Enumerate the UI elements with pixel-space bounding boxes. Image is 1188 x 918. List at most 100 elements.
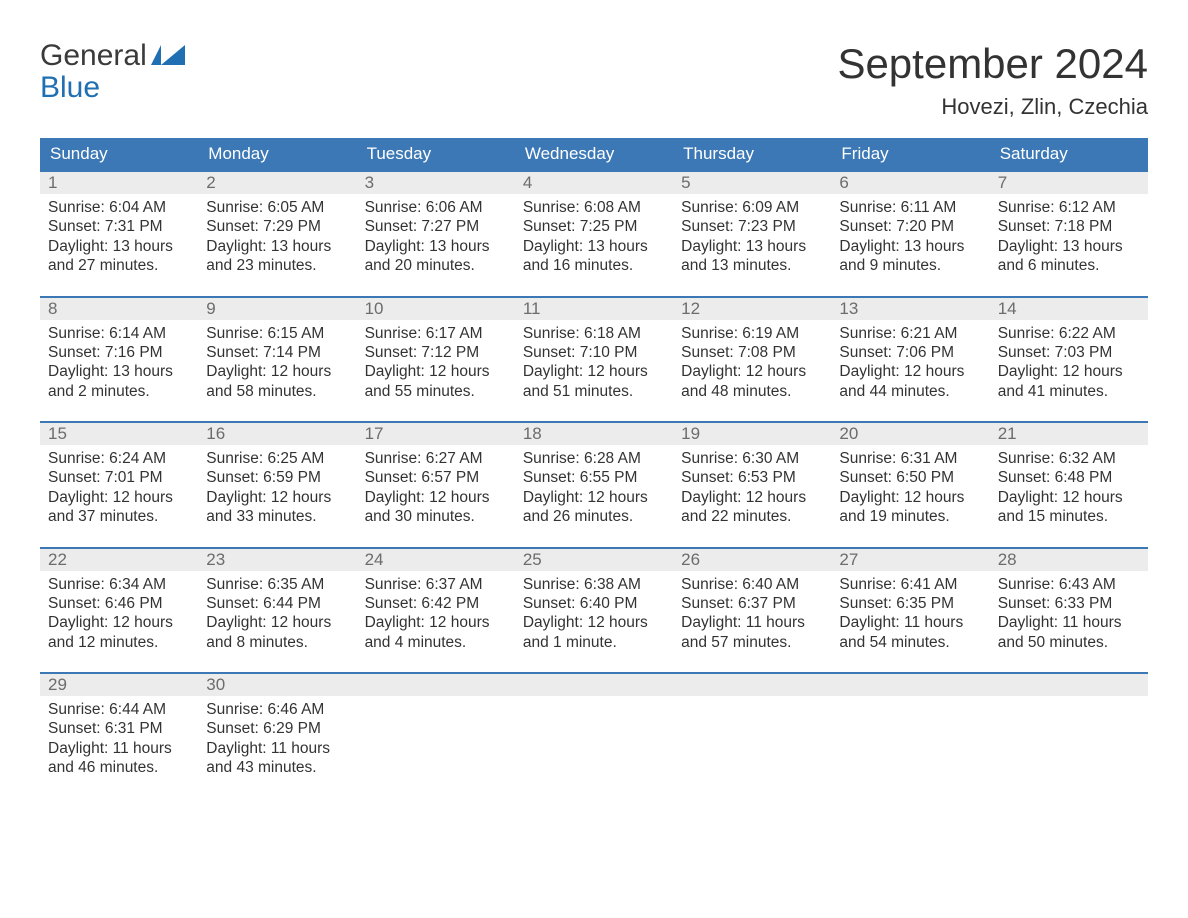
sunset-text: Sunset: 6:42 PM	[365, 594, 507, 613]
day-body: Sunrise: 6:44 AMSunset: 6:31 PMDaylight:…	[40, 696, 198, 784]
day-number: 18	[515, 423, 673, 445]
day-number: 17	[357, 423, 515, 445]
sunrise-text: Sunrise: 6:15 AM	[206, 324, 348, 343]
sunset-text: Sunset: 7:10 PM	[523, 343, 665, 362]
sunset-text: Sunset: 6:57 PM	[365, 468, 507, 487]
sunset-text: Sunset: 7:14 PM	[206, 343, 348, 362]
weeks-container: 1Sunrise: 6:04 AMSunset: 7:31 PMDaylight…	[40, 170, 1148, 784]
day-body: Sunrise: 6:31 AMSunset: 6:50 PMDaylight:…	[831, 445, 989, 533]
daylight-text: Daylight: 12 hours and 4 minutes.	[365, 613, 507, 652]
day-cell: 21Sunrise: 6:32 AMSunset: 6:48 PMDayligh…	[990, 423, 1148, 533]
sunset-text: Sunset: 6:31 PM	[48, 719, 190, 738]
weekday-header-row: SundayMondayTuesdayWednesdayThursdayFrid…	[40, 138, 1148, 170]
sunset-text: Sunset: 7:25 PM	[523, 217, 665, 236]
day-number: 4	[515, 172, 673, 194]
empty-day-band	[673, 674, 831, 696]
day-number: 19	[673, 423, 831, 445]
sunset-text: Sunset: 6:53 PM	[681, 468, 823, 487]
day-cell: 8Sunrise: 6:14 AMSunset: 7:16 PMDaylight…	[40, 298, 198, 408]
day-body: Sunrise: 6:40 AMSunset: 6:37 PMDaylight:…	[673, 571, 831, 659]
day-body: Sunrise: 6:28 AMSunset: 6:55 PMDaylight:…	[515, 445, 673, 533]
day-cell: 18Sunrise: 6:28 AMSunset: 6:55 PMDayligh…	[515, 423, 673, 533]
sunrise-text: Sunrise: 6:21 AM	[839, 324, 981, 343]
weekday-header: Wednesday	[515, 138, 673, 170]
daylight-text: Daylight: 13 hours and 13 minutes.	[681, 237, 823, 276]
day-cell: 1Sunrise: 6:04 AMSunset: 7:31 PMDaylight…	[40, 172, 198, 282]
week-row: 15Sunrise: 6:24 AMSunset: 7:01 PMDayligh…	[40, 421, 1148, 533]
day-cell: 30Sunrise: 6:46 AMSunset: 6:29 PMDayligh…	[198, 674, 356, 784]
day-body: Sunrise: 6:22 AMSunset: 7:03 PMDaylight:…	[990, 320, 1148, 408]
daylight-text: Daylight: 12 hours and 41 minutes.	[998, 362, 1140, 401]
logo-text-1: General	[40, 40, 147, 72]
sunset-text: Sunset: 6:48 PM	[998, 468, 1140, 487]
sunset-text: Sunset: 7:06 PM	[839, 343, 981, 362]
daylight-text: Daylight: 12 hours and 48 minutes.	[681, 362, 823, 401]
empty-day-band	[831, 674, 989, 696]
day-cell: 6Sunrise: 6:11 AMSunset: 7:20 PMDaylight…	[831, 172, 989, 282]
sunset-text: Sunset: 6:40 PM	[523, 594, 665, 613]
daylight-text: Daylight: 13 hours and 20 minutes.	[365, 237, 507, 276]
sunrise-text: Sunrise: 6:06 AM	[365, 198, 507, 217]
sunrise-text: Sunrise: 6:38 AM	[523, 575, 665, 594]
daylight-text: Daylight: 12 hours and 19 minutes.	[839, 488, 981, 527]
day-body: Sunrise: 6:12 AMSunset: 7:18 PMDaylight:…	[990, 194, 1148, 282]
day-number: 7	[990, 172, 1148, 194]
day-body: Sunrise: 6:46 AMSunset: 6:29 PMDaylight:…	[198, 696, 356, 784]
daylight-text: Daylight: 12 hours and 26 minutes.	[523, 488, 665, 527]
day-cell: 14Sunrise: 6:22 AMSunset: 7:03 PMDayligh…	[990, 298, 1148, 408]
day-cell: 28Sunrise: 6:43 AMSunset: 6:33 PMDayligh…	[990, 549, 1148, 659]
week-row: 8Sunrise: 6:14 AMSunset: 7:16 PMDaylight…	[40, 296, 1148, 408]
sunrise-text: Sunrise: 6:24 AM	[48, 449, 190, 468]
sunset-text: Sunset: 7:23 PM	[681, 217, 823, 236]
day-cell: 29Sunrise: 6:44 AMSunset: 6:31 PMDayligh…	[40, 674, 198, 784]
day-cell: 2Sunrise: 6:05 AMSunset: 7:29 PMDaylight…	[198, 172, 356, 282]
sunset-text: Sunset: 7:20 PM	[839, 217, 981, 236]
day-cell: 17Sunrise: 6:27 AMSunset: 6:57 PMDayligh…	[357, 423, 515, 533]
day-number: 27	[831, 549, 989, 571]
daylight-text: Daylight: 12 hours and 44 minutes.	[839, 362, 981, 401]
day-cell: 19Sunrise: 6:30 AMSunset: 6:53 PMDayligh…	[673, 423, 831, 533]
day-body: Sunrise: 6:25 AMSunset: 6:59 PMDaylight:…	[198, 445, 356, 533]
logo: General Blue	[40, 40, 185, 103]
day-body: Sunrise: 6:08 AMSunset: 7:25 PMDaylight:…	[515, 194, 673, 282]
day-cell	[831, 674, 989, 784]
sunset-text: Sunset: 7:31 PM	[48, 217, 190, 236]
day-body: Sunrise: 6:30 AMSunset: 6:53 PMDaylight:…	[673, 445, 831, 533]
day-number: 8	[40, 298, 198, 320]
day-number: 20	[831, 423, 989, 445]
sunrise-text: Sunrise: 6:04 AM	[48, 198, 190, 217]
day-number: 15	[40, 423, 198, 445]
weekday-header: Friday	[831, 138, 989, 170]
week-row: 1Sunrise: 6:04 AMSunset: 7:31 PMDaylight…	[40, 170, 1148, 282]
daylight-text: Daylight: 11 hours and 57 minutes.	[681, 613, 823, 652]
day-number: 29	[40, 674, 198, 696]
sunset-text: Sunset: 6:50 PM	[839, 468, 981, 487]
sunset-text: Sunset: 7:18 PM	[998, 217, 1140, 236]
sunrise-text: Sunrise: 6:31 AM	[839, 449, 981, 468]
sunset-text: Sunset: 7:29 PM	[206, 217, 348, 236]
day-number: 6	[831, 172, 989, 194]
daylight-text: Daylight: 12 hours and 51 minutes.	[523, 362, 665, 401]
day-body: Sunrise: 6:43 AMSunset: 6:33 PMDaylight:…	[990, 571, 1148, 659]
sunrise-text: Sunrise: 6:25 AM	[206, 449, 348, 468]
sunset-text: Sunset: 7:03 PM	[998, 343, 1140, 362]
daylight-text: Daylight: 11 hours and 50 minutes.	[998, 613, 1140, 652]
day-number: 24	[357, 549, 515, 571]
day-cell: 12Sunrise: 6:19 AMSunset: 7:08 PMDayligh…	[673, 298, 831, 408]
sunrise-text: Sunrise: 6:11 AM	[839, 198, 981, 217]
day-cell	[673, 674, 831, 784]
sunrise-text: Sunrise: 6:44 AM	[48, 700, 190, 719]
sunset-text: Sunset: 6:37 PM	[681, 594, 823, 613]
sunset-text: Sunset: 6:33 PM	[998, 594, 1140, 613]
day-number: 26	[673, 549, 831, 571]
daylight-text: Daylight: 11 hours and 54 minutes.	[839, 613, 981, 652]
day-cell: 20Sunrise: 6:31 AMSunset: 6:50 PMDayligh…	[831, 423, 989, 533]
logo-text-2: Blue	[40, 72, 185, 104]
top-bar: General Blue September 2024 Hovezi, Zlin…	[40, 40, 1148, 120]
day-number: 14	[990, 298, 1148, 320]
day-cell	[515, 674, 673, 784]
day-cell: 15Sunrise: 6:24 AMSunset: 7:01 PMDayligh…	[40, 423, 198, 533]
day-number: 16	[198, 423, 356, 445]
day-number: 2	[198, 172, 356, 194]
day-cell: 22Sunrise: 6:34 AMSunset: 6:46 PMDayligh…	[40, 549, 198, 659]
